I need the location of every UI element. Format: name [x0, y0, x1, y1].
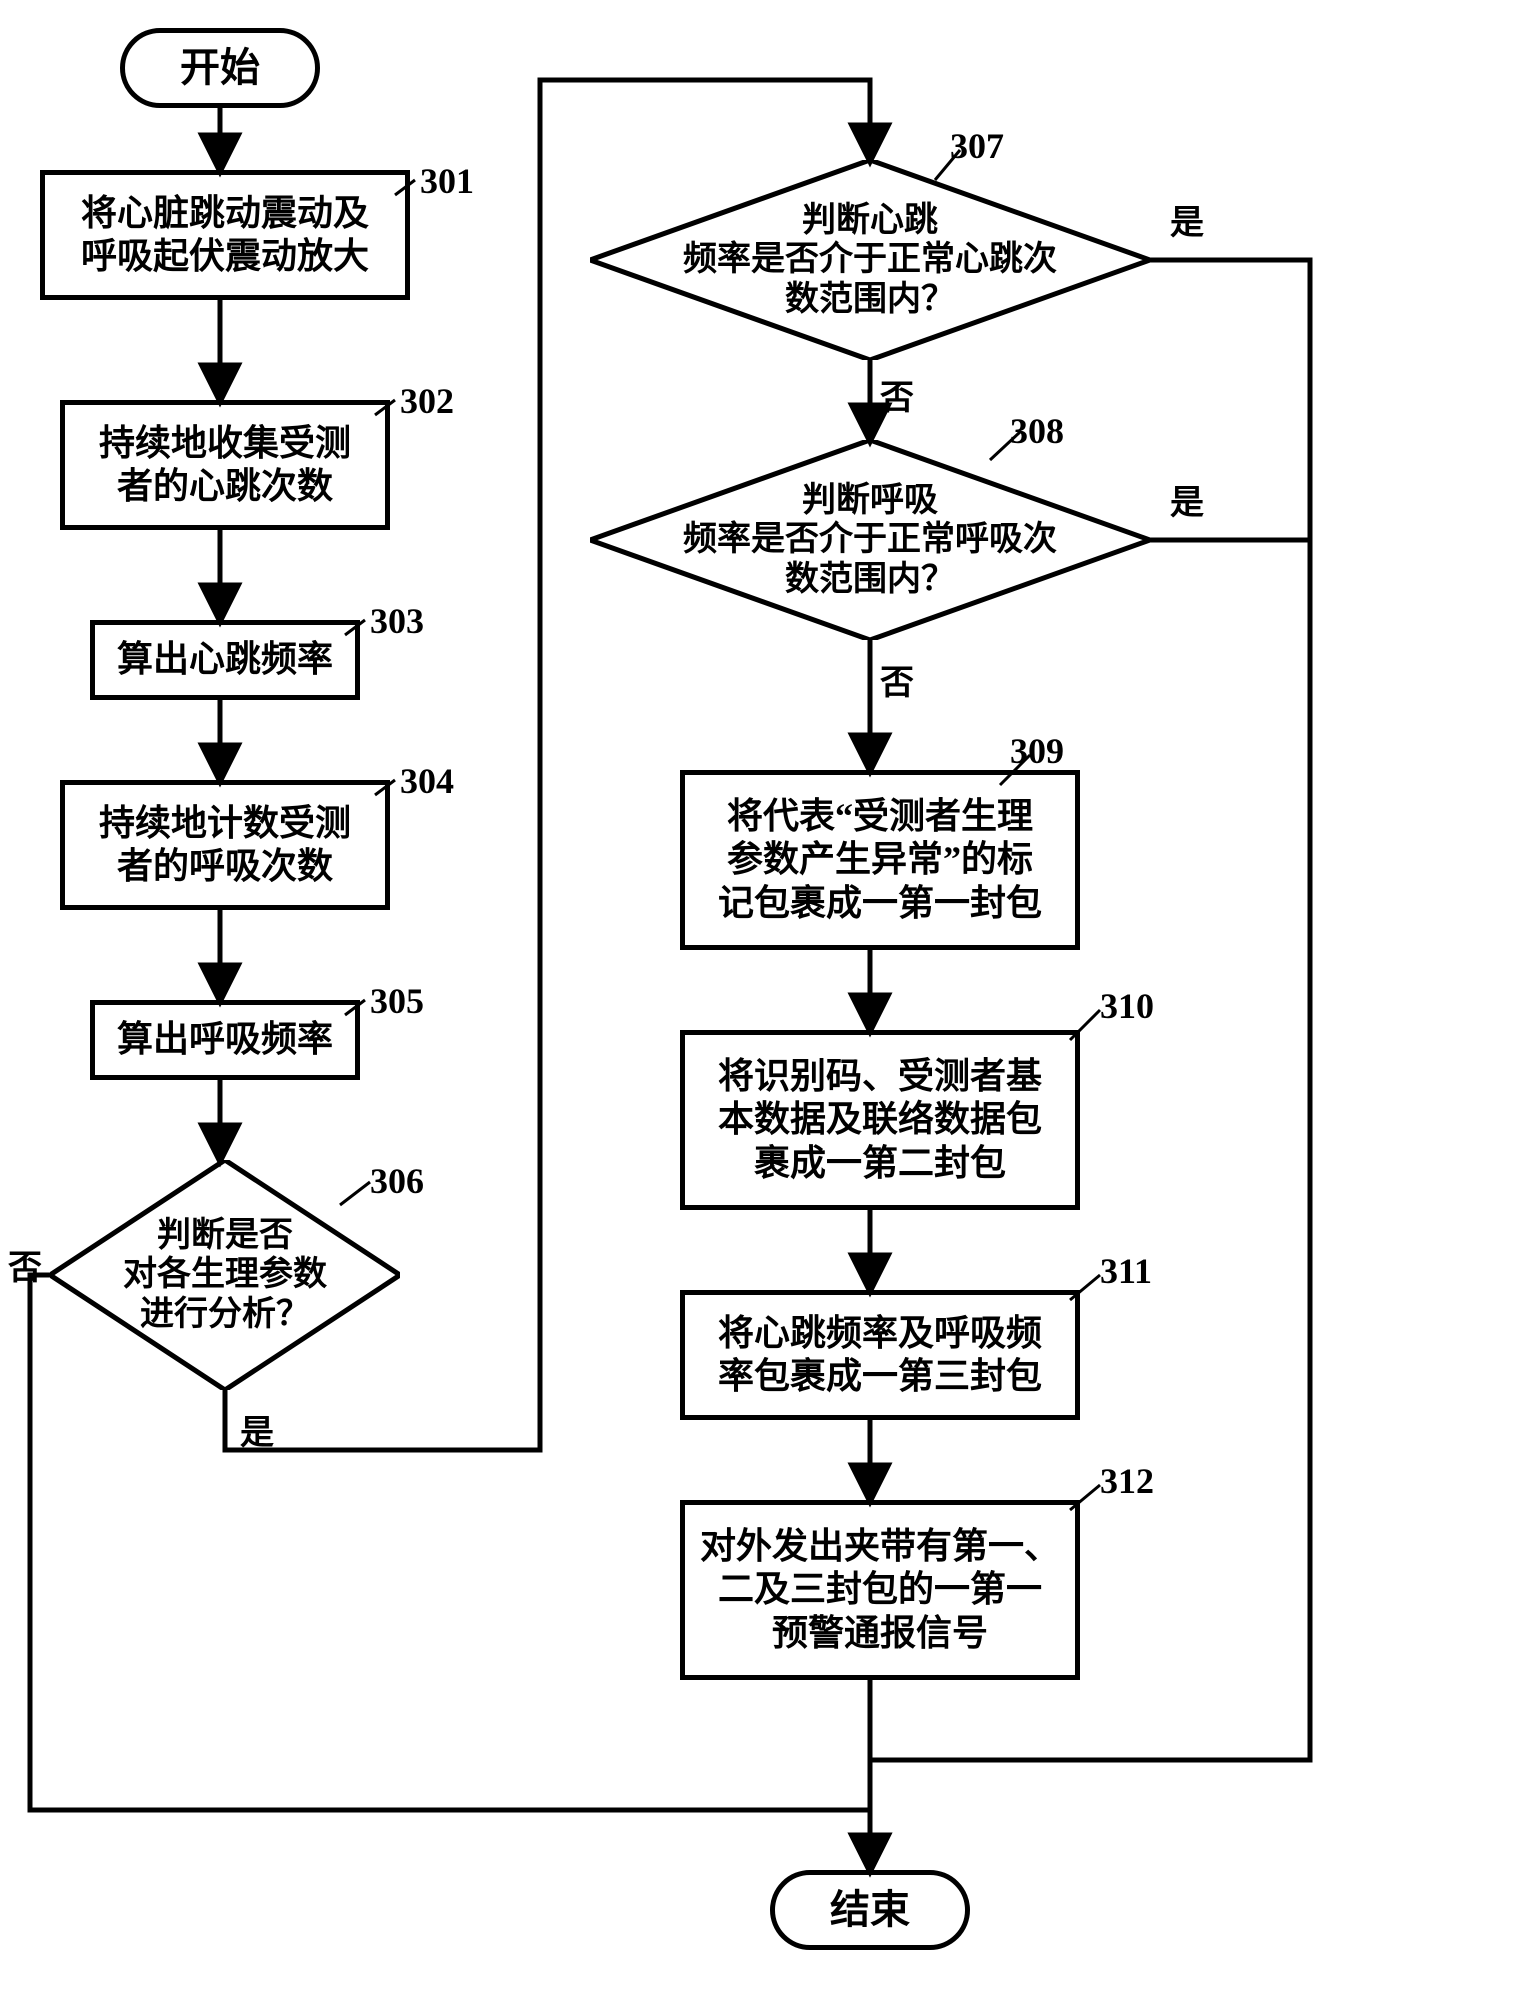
decision-306: 判断是否 对各生理参数 进行分析？	[50, 1160, 400, 1390]
decision-307-text: 判断心跳 频率是否介于正常心跳次 数范围内？	[683, 201, 1057, 318]
end-text: 结束	[830, 1886, 910, 1934]
process-303: 算出心跳频率	[90, 620, 360, 700]
process-304: 持续地计数受测 者的呼吸次数	[60, 780, 390, 910]
edge-label-307-no: 否	[880, 370, 914, 419]
process-310: 将识别码、受测者基 本数据及联络数据包 裹成一第二封包	[680, 1030, 1080, 1210]
process-312-text: 对外发出夹带有第一、 二及三封包的一第一 预警通报信号	[700, 1525, 1060, 1655]
process-309-text: 将代表“受测者生理 参数产生异常”的标 记包裹成一第一封包	[718, 795, 1042, 925]
label-302: 302	[400, 380, 454, 422]
edge-label-306-yes: 是	[240, 1405, 274, 1454]
label-303: 303	[370, 600, 424, 642]
edge-label-306-no: 否	[8, 1240, 42, 1289]
label-311: 311	[1100, 1250, 1152, 1292]
decision-307: 判断心跳 频率是否介于正常心跳次 数范围内？	[590, 160, 1150, 360]
process-310-text: 将识别码、受测者基 本数据及联络数据包 裹成一第二封包	[718, 1055, 1042, 1185]
process-303-text: 算出心跳频率	[117, 638, 333, 681]
process-305: 算出呼吸频率	[90, 1000, 360, 1080]
process-312: 对外发出夹带有第一、 二及三封包的一第一 预警通报信号	[680, 1500, 1080, 1680]
label-305: 305	[370, 980, 424, 1022]
start-terminator: 开始	[120, 28, 320, 108]
label-310: 310	[1100, 985, 1154, 1027]
process-311: 将心跳频率及呼吸频 率包裹成一第三封包	[680, 1290, 1080, 1420]
label-309: 309	[1010, 730, 1064, 772]
process-302: 持续地收集受测 者的心跳次数	[60, 400, 390, 530]
label-308: 308	[1010, 410, 1064, 452]
edge-label-308-no: 否	[880, 655, 914, 704]
process-309: 将代表“受测者生理 参数产生异常”的标 记包裹成一第一封包	[680, 770, 1080, 950]
flowchart-canvas: 开始 结束 将心脏跳动震动及 呼吸起伏震动放大 持续地收集受测 者的心跳次数 算…	[0, 0, 1522, 1997]
start-text: 开始	[180, 44, 260, 92]
decision-306-text: 判断是否 对各生理参数 进行分析？	[123, 1216, 327, 1333]
decision-308: 判断呼吸 频率是否介于正常呼吸次 数范围内？	[590, 440, 1150, 640]
process-305-text: 算出呼吸频率	[117, 1018, 333, 1061]
process-301-text: 将心脏跳动震动及 呼吸起伏震动放大	[81, 192, 369, 278]
process-301: 将心脏跳动震动及 呼吸起伏震动放大	[40, 170, 410, 300]
end-terminator: 结束	[770, 1870, 970, 1950]
process-302-text: 持续地收集受测 者的心跳次数	[99, 422, 351, 508]
edge-label-308-yes: 是	[1170, 475, 1204, 524]
label-312: 312	[1100, 1460, 1154, 1502]
process-304-text: 持续地计数受测 者的呼吸次数	[99, 802, 351, 888]
decision-308-text: 判断呼吸 频率是否介于正常呼吸次 数范围内？	[683, 481, 1057, 598]
label-301: 301	[420, 160, 474, 202]
process-311-text: 将心跳频率及呼吸频 率包裹成一第三封包	[718, 1312, 1042, 1398]
edge-label-307-yes: 是	[1170, 195, 1204, 244]
label-307: 307	[950, 125, 1004, 167]
label-304: 304	[400, 760, 454, 802]
label-306: 306	[370, 1160, 424, 1202]
